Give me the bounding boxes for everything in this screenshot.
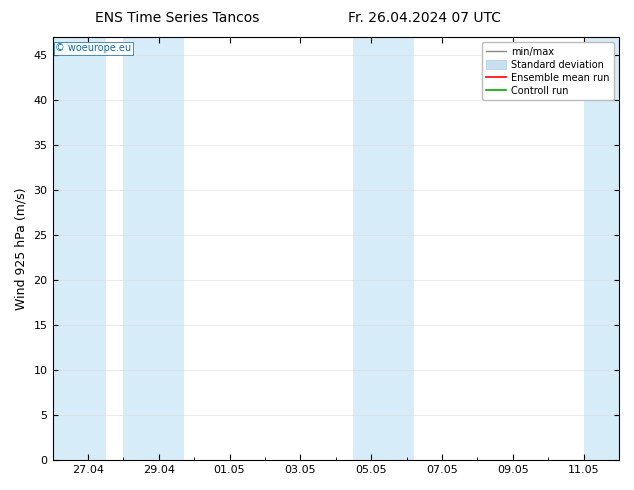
Bar: [583, 37, 619, 460]
Bar: [53, 37, 106, 460]
Y-axis label: Wind 925 hPa (m/s): Wind 925 hPa (m/s): [15, 187, 28, 310]
Bar: [124, 37, 183, 460]
Legend: min/max, Standard deviation, Ensemble mean run, Controll run: min/max, Standard deviation, Ensemble me…: [482, 42, 614, 100]
Text: ENS Time Series Tancos: ENS Time Series Tancos: [95, 11, 260, 25]
Text: Fr. 26.04.2024 07 UTC: Fr. 26.04.2024 07 UTC: [348, 11, 501, 25]
Text: © woeurope.eu: © woeurope.eu: [55, 44, 131, 53]
Bar: [354, 37, 413, 460]
